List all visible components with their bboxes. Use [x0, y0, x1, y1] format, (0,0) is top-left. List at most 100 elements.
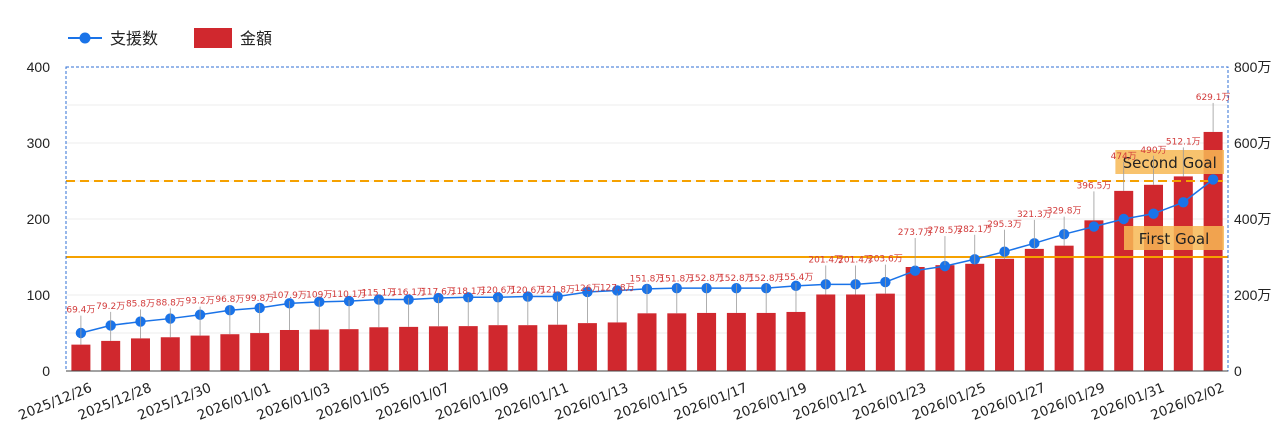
bar-value-label: 152.8万	[749, 274, 784, 284]
line-point	[909, 265, 921, 276]
bar	[667, 313, 687, 371]
bar	[130, 338, 150, 371]
bar	[935, 265, 955, 371]
bar-value-label: 629.1万	[1196, 93, 1231, 103]
right-axis-tick: 800万	[1234, 59, 1271, 75]
bar-value-label: 110.1万	[332, 290, 367, 300]
bar	[518, 325, 538, 371]
goal-label-background	[1124, 226, 1224, 250]
line-point	[1178, 197, 1189, 208]
goal-lines: First Goal Second Goal	[66, 150, 1228, 258]
bar-value-label: 116.1万	[391, 288, 426, 298]
bar-value-label: 96.8万	[215, 295, 244, 305]
bar-value-label: 512.1万	[1166, 137, 1201, 147]
bar-value-label: 490万	[1140, 146, 1166, 156]
goal-label: Second Goal	[1123, 154, 1217, 172]
legend-label: 金額	[240, 29, 272, 48]
bar	[786, 311, 806, 371]
bar	[369, 327, 389, 371]
bar-value-label: 152.8万	[689, 274, 724, 284]
right-axis-tick: 200万	[1234, 287, 1271, 303]
bar	[250, 333, 270, 371]
bar-value-label: 118.1万	[451, 287, 486, 297]
left-axis-tick: 200	[27, 211, 51, 227]
bar-value-label: 155.4万	[779, 273, 814, 283]
bar-value-label: 69.4万	[66, 306, 95, 316]
bar-value-label: 85.8万	[126, 299, 155, 309]
bar-value-label: 88.8万	[156, 298, 185, 308]
bar	[816, 294, 836, 371]
bar-value-label: 107.9万	[272, 291, 307, 301]
bar-value-label: 396.5万	[1077, 181, 1112, 191]
bar	[71, 344, 91, 371]
bar-value-label: 278.5万	[928, 226, 963, 236]
left-axis-tick: 400	[27, 59, 51, 75]
bar	[697, 312, 717, 371]
bar-series	[71, 131, 1223, 371]
bar	[279, 329, 299, 371]
bar-value-label: 282.1万	[957, 225, 992, 235]
data-labels: 69.4万 79.2万 85.8万 88.8万 93.2万 96.8万 99.8万107.9…	[66, 93, 1230, 345]
left-axis-tick: 100	[27, 287, 51, 303]
goal-label-background	[1115, 150, 1224, 174]
bar-value-label: 151.8万	[630, 274, 665, 284]
bar	[339, 329, 359, 371]
legend-marker-swatch	[79, 32, 91, 44]
bar-value-label: 151.8万	[659, 274, 694, 284]
bar-value-label: 203.6万	[868, 255, 903, 265]
line-point	[1148, 208, 1159, 219]
legend-label: 支援数	[110, 29, 158, 48]
line-point	[582, 286, 593, 298]
bar	[309, 329, 329, 371]
right-axis-tick: 400万	[1234, 211, 1271, 227]
bar-value-label: 152.8万	[719, 274, 754, 284]
bar-value-label: 329.8万	[1047, 207, 1082, 217]
bar-value-label: 115.1万	[361, 288, 396, 298]
left-axis-tick: 0	[42, 363, 50, 379]
line-point	[1118, 213, 1129, 225]
bar-value-label: 295.3万	[987, 220, 1022, 230]
bar	[488, 325, 508, 371]
bar	[101, 340, 121, 371]
bar	[458, 326, 478, 371]
bar	[846, 294, 866, 371]
bar	[220, 334, 240, 371]
bar-value-label: 120.6万	[481, 286, 516, 296]
bar-value-label: 126万	[574, 284, 600, 294]
bar-value-label: 93.2万	[186, 297, 215, 307]
bar-value-label: 99.8万	[245, 294, 274, 304]
bar	[905, 266, 925, 371]
bar-value-label: 121.8万	[540, 286, 575, 296]
bar	[577, 323, 597, 371]
bar-value-label: 201.4万	[808, 255, 843, 265]
bar	[1024, 248, 1044, 371]
right-axis-tick: 600万	[1234, 135, 1271, 151]
bar-value-label: 79.2万	[96, 302, 125, 312]
bar-value-label: 201.4万	[838, 255, 873, 265]
bar	[607, 322, 627, 371]
line-point	[939, 260, 951, 272]
bar-value-label: 117.6万	[421, 287, 456, 297]
bar	[995, 258, 1015, 371]
bar-value-label: 120.6万	[510, 286, 545, 296]
goal-label: First Goal	[1139, 230, 1210, 248]
bar	[190, 335, 210, 371]
bar	[1173, 176, 1193, 371]
bar	[548, 324, 568, 371]
line-point	[1088, 221, 1100, 232]
line-point	[1207, 174, 1219, 185]
bar	[1203, 131, 1223, 371]
bar	[160, 337, 180, 371]
bar	[1084, 220, 1104, 371]
legend-bar-swatch	[194, 28, 232, 48]
bar-value-label: 127.8万	[600, 283, 635, 293]
bar	[637, 313, 657, 371]
bar	[756, 312, 776, 371]
bar	[399, 326, 419, 371]
bar-value-label: 321.3万	[1017, 210, 1052, 220]
right-axis-tick: 0	[1234, 363, 1242, 379]
bar	[1054, 245, 1074, 371]
legend[interactable]: 支援数 金額	[68, 28, 272, 48]
